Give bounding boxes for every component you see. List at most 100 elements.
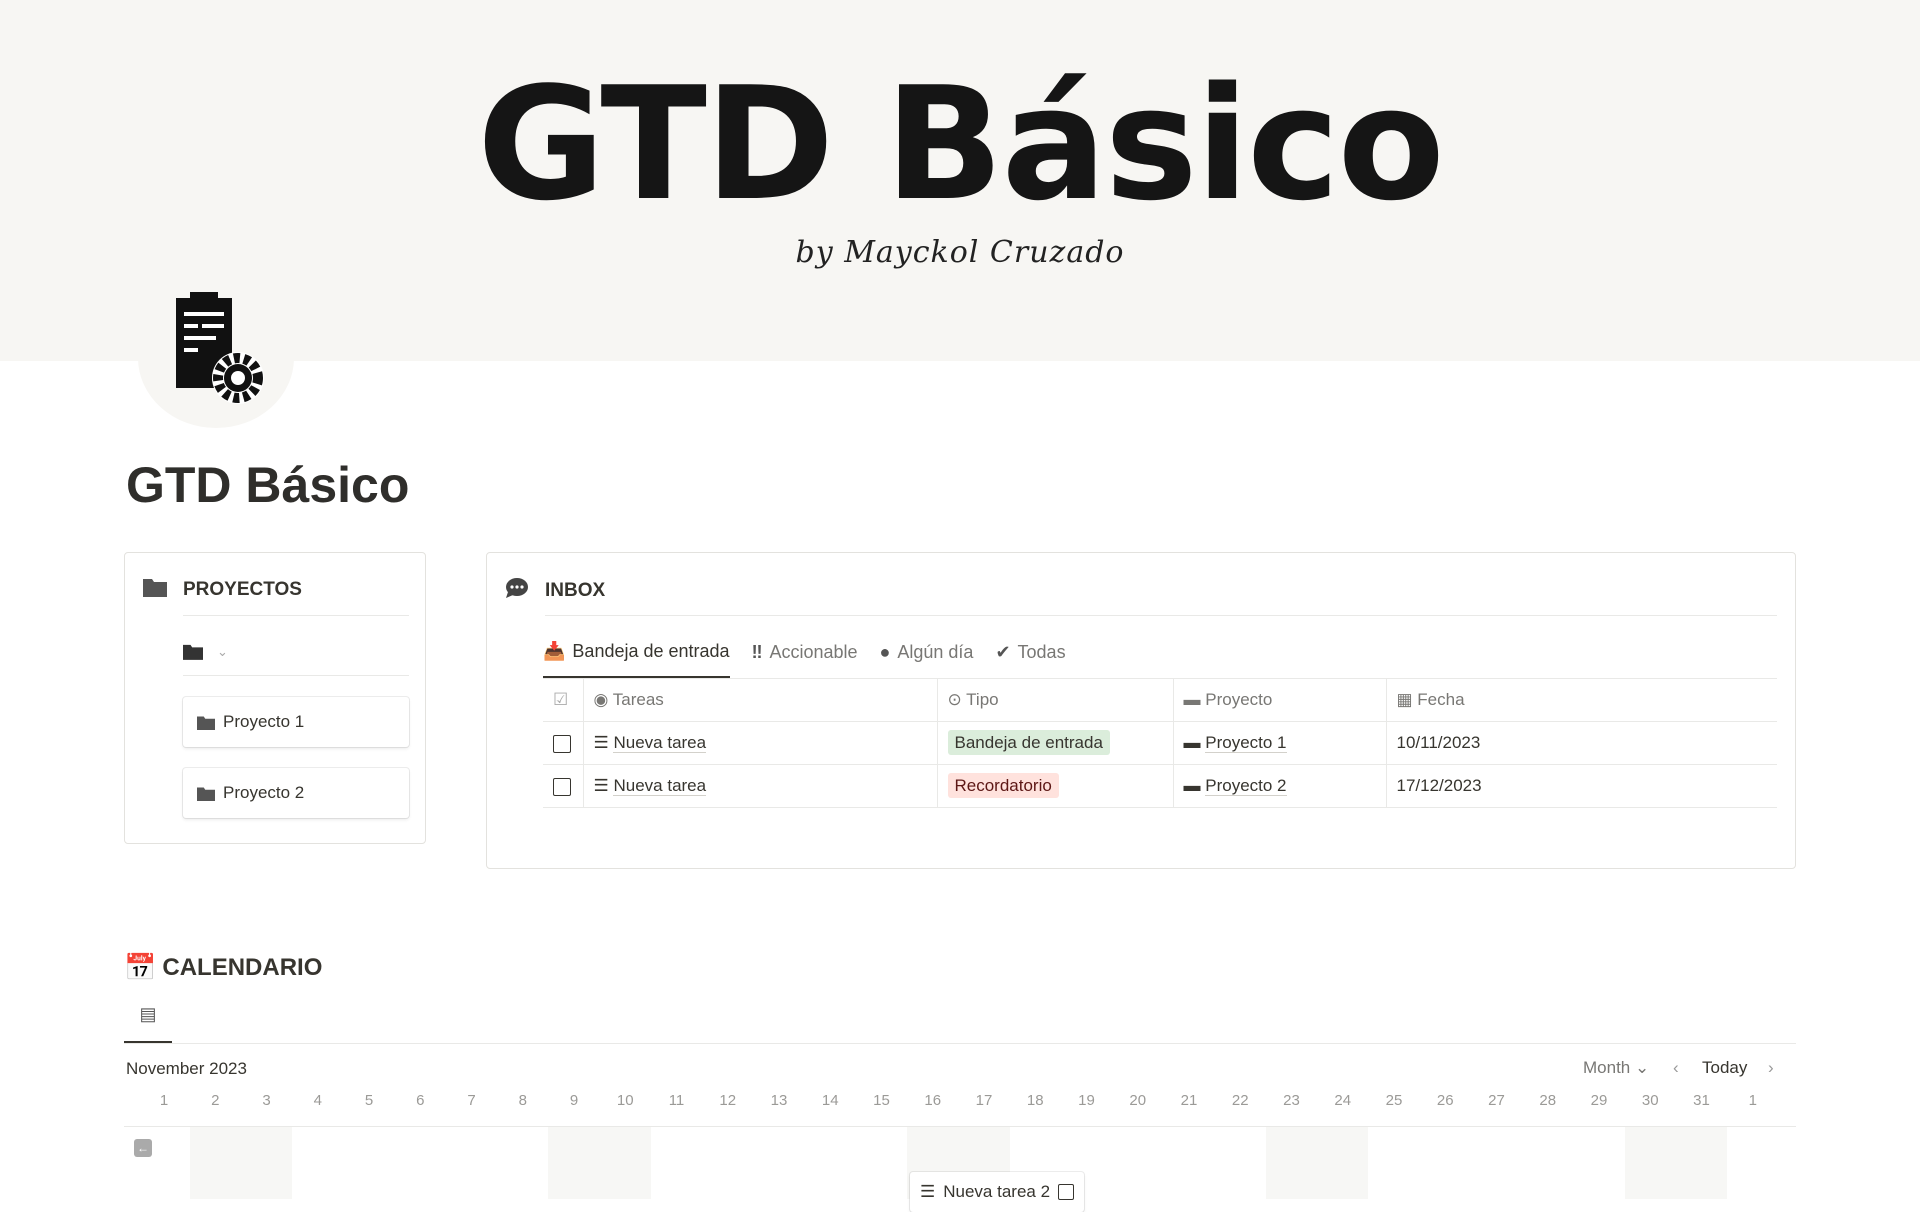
project-card[interactable]: Proyecto 1 [183, 697, 409, 747]
chevron-down-icon: ⌄ [217, 643, 228, 659]
table-header: ☑ ◉ Tareas ⊙ Tipo ▬ Proyecto ▦ Fecha [543, 678, 1777, 722]
project-link[interactable]: Proyecto 2 [1205, 776, 1287, 796]
column-proyecto[interactable]: ▬ Proyecto [1172, 678, 1386, 722]
day-label: 7 [467, 1092, 476, 1109]
proyectos-title: PROYECTOS [183, 579, 302, 600]
weekend-column [1624, 1127, 1676, 1199]
task-title[interactable]: Nueva tarea [613, 776, 707, 796]
weekend-column [548, 1127, 600, 1199]
project-name: Proyecto 1 [223, 712, 305, 731]
day-label: 9 [569, 1092, 579, 1109]
page-title: GTD Básico [126, 457, 410, 513]
column-fecha[interactable]: ▦ Fecha [1385, 678, 1777, 722]
folder-icon [183, 644, 203, 660]
day-label: 27 [1488, 1092, 1505, 1109]
timeline-event-card[interactable]: ☰ Nueva tarea 2 [910, 1172, 1085, 1212]
speech-bubble-icon: ● [879, 642, 891, 662]
tab-label: Algún día [897, 642, 974, 662]
checklist-icon: ☰ [593, 776, 609, 795]
event-title: Nueva tarea 2 [943, 1182, 1051, 1201]
prev-button[interactable]: ‹ [1673, 1058, 1679, 1077]
day-label: 10 [616, 1092, 634, 1109]
date-cell: 10/11/2023 [1385, 721, 1777, 765]
folder-icon [143, 577, 167, 603]
cover-title: GTD Básico [477, 53, 1445, 235]
day-label: 23 [1283, 1092, 1300, 1109]
chevron-down-icon: ⌄ [1634, 1058, 1650, 1077]
timeline-view-tab[interactable]: ▤ [124, 1004, 172, 1043]
check-circle-icon: ✔ [995, 642, 1011, 662]
next-button[interactable]: › [1768, 1058, 1774, 1077]
day-label: 20 [1129, 1092, 1147, 1109]
today-button[interactable]: Today [1702, 1058, 1748, 1077]
cover-subtitle: by Mayckol Cruzado [795, 235, 1125, 270]
day-label: 12 [719, 1092, 737, 1109]
day-label: 15 [873, 1092, 890, 1109]
project-link[interactable]: Proyecto 1 [1205, 733, 1287, 753]
table-row[interactable]: ☰ Nueva tarea Bandeja de entrada ▬ Proye… [543, 721, 1777, 765]
tab-algun-dia[interactable]: ● Algún día [880, 641, 974, 678]
weekend-column [189, 1127, 241, 1199]
cover-banner [0, 0, 1920, 361]
date-cell: 17/12/2023 [1385, 764, 1777, 808]
double-exclamation-icon: ‼ [751, 642, 763, 662]
folder-icon: ▬ [1183, 733, 1201, 752]
day-label: 16 [924, 1092, 942, 1109]
column-tipo[interactable]: ⊙ Tipo [936, 678, 1173, 722]
day-label: 29 [1590, 1092, 1608, 1109]
page-icon[interactable] [138, 288, 294, 428]
folder-icon [197, 787, 215, 801]
day-label: 2 [211, 1092, 220, 1109]
inbox-tray-icon: 📥 [543, 641, 566, 661]
day-label: 22 [1231, 1092, 1249, 1109]
column-tareas[interactable]: ◉ Tareas [582, 678, 937, 722]
checklist-icon: ☰ [920, 1182, 936, 1201]
project-card[interactable]: Proyecto 2 [183, 768, 409, 818]
day-label: 13 [770, 1092, 788, 1109]
tipo-tag: Recordatorio [947, 773, 1059, 798]
weekend-column [599, 1127, 651, 1199]
day-label: 18 [1026, 1092, 1044, 1109]
folder-icon: ▬ [1183, 776, 1201, 795]
day-label: 26 [1436, 1092, 1454, 1109]
table-row[interactable]: ☰ Nueva tarea Recordatorio ▬ Proyecto 2 … [543, 764, 1777, 808]
day-label: 25 [1385, 1092, 1403, 1109]
day-label: 21 [1180, 1092, 1198, 1109]
day-label: 5 [364, 1092, 374, 1109]
day-label: 24 [1334, 1092, 1352, 1109]
view-dropdown[interactable]: Month ⌄ [1583, 1058, 1650, 1077]
task-checkbox[interactable] [553, 734, 571, 753]
day-label: 14 [821, 1092, 839, 1109]
task-title[interactable]: Nueva tarea [613, 733, 707, 753]
day-label: 28 [1539, 1092, 1557, 1109]
weekend-column [1317, 1127, 1369, 1199]
day-label: 19 [1078, 1092, 1095, 1109]
clipboard-gear-icon [176, 292, 264, 404]
timeline-icon: ▤ [139, 1004, 157, 1024]
tab-bandeja[interactable]: 📥 Bandeja de entrada [543, 641, 730, 678]
task-checkbox[interactable] [553, 777, 571, 796]
day-label: 11 [668, 1092, 685, 1109]
day-label: 4 [313, 1092, 322, 1109]
folder-icon [197, 716, 215, 730]
view-selector[interactable]: ⌄ [183, 643, 228, 660]
inbox-title: INBOX [545, 580, 606, 601]
proyectos-panel: PROYECTOS ⌄ Proyecto 1 Proyecto 2 [124, 552, 426, 844]
tab-todas[interactable]: ✔ Todas [995, 641, 1065, 678]
calendario-title: CALENDARIO [162, 953, 323, 981]
checklist-icon: ☰ [593, 733, 609, 752]
calendario-heading: 📅 CALENDARIO [124, 952, 322, 983]
day-label: 6 [416, 1092, 425, 1109]
day-label: 31 [1693, 1092, 1710, 1109]
tab-label: Todas [1017, 642, 1066, 662]
weekend-column [240, 1127, 293, 1199]
tipo-tag: Bandeja de entrada [947, 730, 1110, 755]
day-label: 17 [975, 1092, 993, 1109]
tab-accionable[interactable]: ‼ Accionable [752, 641, 858, 678]
inbox-table: ☑ ◉ Tareas ⊙ Tipo ▬ Proyecto ▦ Fecha ☰ N… [543, 678, 1777, 808]
back-arrow-icon[interactable]: ← [134, 1139, 152, 1157]
event-checkbox[interactable] [1058, 1184, 1075, 1200]
tab-label: Bandeja de entrada [572, 641, 730, 661]
weekend-column [1265, 1127, 1318, 1199]
calendar-icon: 📅 [124, 952, 157, 982]
